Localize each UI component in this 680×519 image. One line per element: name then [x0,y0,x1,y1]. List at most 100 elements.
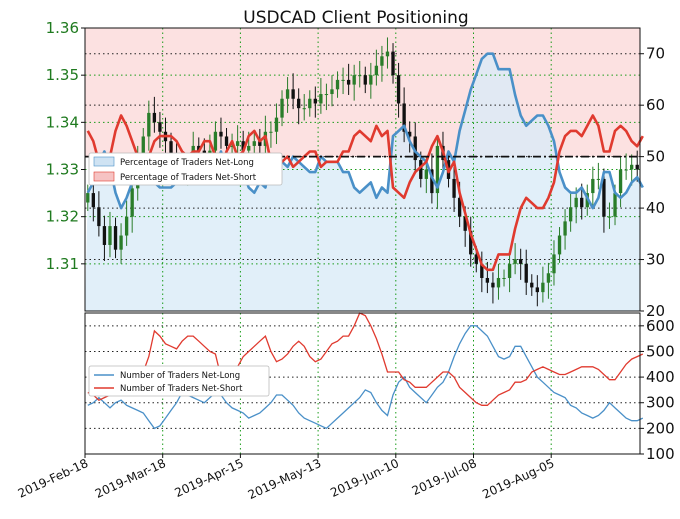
price-candle-body [507,263,512,278]
price-candle-body [491,282,495,288]
bottom-axis-tick-label: 500 [646,342,675,360]
trader-count-panel: 100 200 300 400 500 600 Number of Traders Net… [84,312,675,463]
price-candle-body [480,263,484,278]
price-candle-body [147,112,151,137]
bottom-axis-tick-label: 400 [646,368,675,386]
date-tick-label: 2019-Apr-15 [173,456,246,500]
price-candle-body [369,75,373,85]
price-candle-body [91,193,95,208]
price-candle-body [324,94,329,96]
price-candle-body [435,145,440,194]
price-candle-body [141,136,145,161]
price-candle-body [580,197,584,208]
price-candle-body [102,226,107,245]
price-candle-body [535,287,539,293]
price-candle-body [408,131,412,137]
right-count-axis: 100 200 300 400 500 600 [640,317,675,463]
right-axis-tick-label: 40 [646,199,665,217]
price-candle-body [557,235,562,255]
date-tick-label: 2019-May-13 [246,456,324,502]
left-axis-tick-label: 1.32 [46,208,79,226]
price-candle-body [624,169,628,171]
price-candle-body [613,193,617,217]
right-percent-axis: 20 30 40 50 60 70 [640,45,665,320]
price-candle-body [158,122,162,132]
price-candle-body [285,89,290,99]
right-axis-tick-label: 60 [646,96,665,114]
left-axis-tick-label: 1.35 [46,66,79,84]
bottom-axis-tick-label: 600 [646,317,675,335]
price-candle-body [152,112,157,123]
price-candle-body [485,277,490,283]
net-long-fill-area [85,53,643,311]
left-axis-tick-label: 1.31 [46,255,79,273]
price-candle-body [319,94,323,104]
price-candle-body [630,164,634,170]
price-candle-body [474,254,478,264]
price-candle-body [124,216,129,236]
net-short-percentage-line [86,114,644,272]
top-legend-box [88,152,283,186]
price-candle-body [519,259,523,264]
price-candle-body [97,207,101,227]
left-axis-tick-label: 1.34 [46,113,79,131]
price-candle-body [502,277,506,279]
price-candle-body [513,259,517,264]
price-candle-body [197,145,201,151]
bottom-axis-tick-label: 200 [646,419,675,437]
price-candle-body [402,103,406,132]
bottom-panel-frame [84,312,641,455]
price-candle-body [607,216,612,218]
price-candle-body [169,141,173,156]
price-sentiment-panel: 1.31 1.32 1.33 1.34 1.35 1.36 20 30 40 50 60 70 Pe… [46,19,666,320]
price-candle-body [396,75,401,104]
price-candle-body [430,169,434,194]
price-candle-body [274,117,279,132]
price-candle-body [352,75,356,85]
date-tick-label: 2019-Aug-05 [480,456,556,502]
price-candle-body [346,79,351,85]
price-candle-body [457,197,462,217]
price-candle-body [618,169,623,194]
bottom-axis-tick-label: 300 [646,394,675,412]
legend-label-net-long-pct: Percentage of Traders Net-Long [120,158,254,168]
price-candle-body [358,75,362,77]
price-candle-body [113,226,118,250]
price-candle-body [130,188,134,217]
price-candle-body [108,226,112,245]
price-candle-body [363,75,367,85]
price-candle-body [541,282,545,293]
date-axis: 2019-Feb-18 2019-Mar-18 2019-Apr-15 2019-Ma… [16,454,556,502]
price-candle-body [469,230,473,255]
price-candle-body [341,79,345,81]
left-axis-tick-label: 1.33 [46,161,79,179]
right-axis-tick-label: 70 [646,45,665,63]
sentiment-fill-areas [85,28,643,311]
price-candle-body [568,207,573,222]
price-candle-body [335,79,340,90]
price-candle-body [463,216,467,231]
price-candle-body [213,131,218,151]
price-candle-body [546,273,551,283]
price-candle-body [291,89,295,99]
price-candle-body [391,51,395,76]
bottom-legend: Number of Traders Net-Long Number of Tra… [88,365,270,397]
bottom-axis-tick-label: 100 [646,445,675,463]
price-candle-body [374,65,379,76]
price-candle-body [297,98,301,109]
price-candle-body [524,263,528,283]
date-tick-label: 2019-Feb-18 [16,456,91,501]
price-candle-body [235,141,240,146]
price-candle-body [419,160,423,179]
price-candle-body [424,169,428,179]
date-tick-label: 2019-Jul-08 [410,456,479,498]
price-candle-body [219,131,223,137]
legend-label-net-short-pct: Percentage of Traders Net-Short [120,173,257,183]
left-axis-tick-label: 1.36 [46,19,79,37]
date-tick-label: 2019-Mar-18 [93,456,168,501]
legend-swatch-net-long-pct [93,156,115,167]
price-candle-body [224,136,229,146]
price-candle-body [530,282,534,288]
price-candle-body [385,51,390,57]
